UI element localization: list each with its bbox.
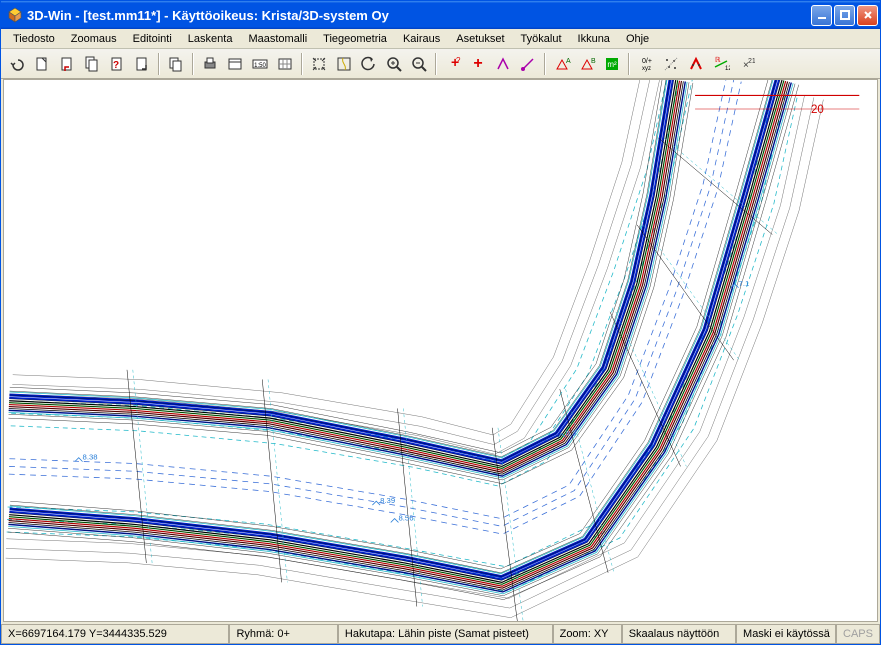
dots1-icon[interactable] xyxy=(659,52,683,76)
separator xyxy=(435,53,437,75)
separator xyxy=(301,53,303,75)
green-box-icon[interactable]: m² xyxy=(600,52,624,76)
menu-ohje[interactable]: Ohje xyxy=(618,31,657,47)
svg-text:21: 21 xyxy=(748,58,755,65)
doc-arrow-icon[interactable] xyxy=(130,52,154,76)
doc-help-icon[interactable]: ? xyxy=(105,52,129,76)
menu-tiedosto[interactable]: Tiedosto xyxy=(5,31,63,47)
undo-icon[interactable] xyxy=(5,52,29,76)
window-controls xyxy=(811,5,878,26)
tri-a-icon[interactable]: A xyxy=(550,52,574,76)
titlebar: 3D-Win - [test.mm11*] - Käyttöoikeus: Kr… xyxy=(1,1,880,29)
tri-b-icon[interactable]: B xyxy=(575,52,599,76)
menu-laskenta[interactable]: Laskenta xyxy=(180,31,241,47)
svg-text:B: B xyxy=(591,58,596,65)
svg-text:12: 12 xyxy=(725,66,730,72)
svg-text:+: + xyxy=(473,55,482,72)
menu-zoomaus[interactable]: Zoomaus xyxy=(63,31,125,47)
doc-new-icon[interactable] xyxy=(30,52,54,76)
separator xyxy=(544,53,546,75)
menu-editointi[interactable]: Editointi xyxy=(125,31,180,47)
separator xyxy=(192,53,194,75)
status-zoom: Zoom: XY xyxy=(553,625,622,644)
menu-asetukset[interactable]: Asetukset xyxy=(448,31,512,47)
doc-copy-icon[interactable] xyxy=(80,52,104,76)
point-plus-icon[interactable]: + xyxy=(466,52,490,76)
maximize-button[interactable] xyxy=(834,5,855,26)
menu-ikkuna[interactable]: Ikkuna xyxy=(570,31,618,47)
titlebar-text: 3D-Win - [test.mm11*] - Käyttöoikeus: Kr… xyxy=(27,8,811,23)
copy-icon[interactable] xyxy=(164,52,188,76)
svg-text:1:50: 1:50 xyxy=(254,63,266,69)
zoom-in-icon[interactable] xyxy=(382,52,406,76)
view-grid-icon[interactable] xyxy=(273,52,297,76)
svg-text:?: ? xyxy=(113,60,119,71)
status-coords: X=6697164.179 Y=3444335.529 xyxy=(1,625,229,644)
zoom-window-icon[interactable] xyxy=(332,52,356,76)
view-scale-icon[interactable]: 1:50 xyxy=(248,52,272,76)
close-button[interactable] xyxy=(857,5,878,26)
menu-maastomalli[interactable]: Maastomalli xyxy=(240,31,315,47)
status-skaalaus: Skaalaus näyttöön xyxy=(622,625,736,644)
zoom-extents-icon[interactable] xyxy=(307,52,331,76)
svg-text:8.38: 8.38 xyxy=(83,453,98,462)
svg-text:20: 20 xyxy=(811,104,824,116)
status-ryhma: Ryhmä: 0+ xyxy=(229,625,337,644)
canvas[interactable]: 20 8.3 8.39 8.38 8.56 7.1 xyxy=(3,79,878,622)
app-icon xyxy=(7,7,23,23)
svg-text:7.1: 7.1 xyxy=(739,279,750,288)
toolbar: ? 1:50 +? + A B m² 0/+xyz ℝ 12 ×21 xyxy=(1,49,880,79)
minimize-button[interactable] xyxy=(811,5,832,26)
svg-text:A: A xyxy=(566,58,571,65)
svg-text:m²: m² xyxy=(607,60,617,69)
print-icon[interactable] xyxy=(198,52,222,76)
doc-open-icon[interactable] xyxy=(55,52,79,76)
svg-text:8.56: 8.56 xyxy=(398,514,413,523)
menu-tiegeometria[interactable]: Tiegeometria xyxy=(315,31,395,47)
zoom-prev-icon[interactable] xyxy=(357,52,381,76)
xy-cross-icon[interactable]: 0/+xyz xyxy=(634,52,658,76)
statusbar: X=6697164.179 Y=3444335.529 Ryhmä: 0+ Ha… xyxy=(1,624,880,644)
point-red-icon[interactable]: +? xyxy=(441,52,465,76)
survey-pt-icon[interactable] xyxy=(516,52,540,76)
svg-text:ℝ: ℝ xyxy=(715,56,721,64)
svg-text:0/+: 0/+ xyxy=(642,58,652,65)
survey-line-icon[interactable] xyxy=(491,52,515,76)
drawing-svg: 20 8.3 8.39 8.38 8.56 7.1 xyxy=(4,80,877,621)
separator xyxy=(628,53,630,75)
svg-text:8.3: 8.3 xyxy=(566,429,577,438)
menu-kairaus[interactable]: Kairaus xyxy=(395,31,448,47)
dots-red-icon[interactable] xyxy=(684,52,708,76)
svg-text:8.39: 8.39 xyxy=(380,496,395,505)
menu-tyokalut[interactable]: Työkalut xyxy=(513,31,570,47)
svg-text:?: ? xyxy=(456,56,461,65)
svg-text:xyz: xyz xyxy=(642,66,651,72)
separator xyxy=(158,53,160,75)
status-caps: CAPS xyxy=(836,625,880,644)
status-maski: Maski ei käytössä xyxy=(736,625,836,644)
dots-green-icon[interactable]: ℝ 12 xyxy=(709,52,733,76)
zoom-out-icon[interactable] xyxy=(407,52,431,76)
viewfit-icon[interactable] xyxy=(223,52,247,76)
menubar: Tiedosto Zoomaus Editointi Laskenta Maas… xyxy=(1,29,880,49)
x21-icon[interactable]: ×21 xyxy=(734,52,758,76)
status-hakutapa: Hakutapa: Lähin piste (Samat pisteet) xyxy=(338,625,553,644)
